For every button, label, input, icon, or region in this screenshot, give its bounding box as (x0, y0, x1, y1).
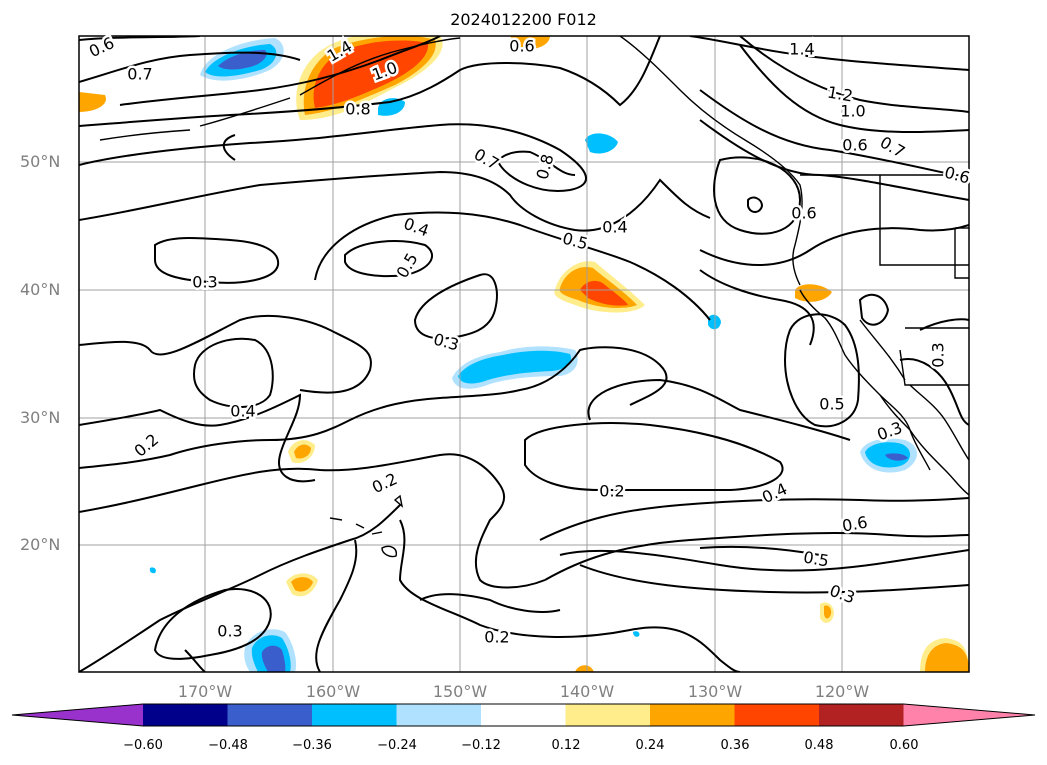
contour-label: 0.4 (230, 402, 255, 421)
contour-label: 0.7 (471, 145, 503, 174)
contour-label: 0.2 (484, 628, 509, 647)
lon-label-160w: 160°W (305, 682, 361, 701)
contour-label-halo: 0.2 (599, 482, 624, 501)
colorbar-tick: 0.48 (804, 738, 834, 753)
contour-label: 0.6 (509, 37, 534, 56)
lon-label-120w: 120°W (814, 682, 870, 701)
contour-label: 0.8 (345, 100, 370, 119)
lat-label-40n: 40°N (20, 280, 61, 299)
colorbar-extend-high (903, 704, 1035, 726)
colorbar-segment (650, 704, 735, 726)
lat-label-20n: 20°N (20, 535, 61, 554)
colorbar-tick: −0.24 (377, 738, 417, 753)
contour-label: 0.2 (369, 469, 400, 497)
contour-label-halo: 0.6 (509, 37, 534, 56)
colorbar-tick: −0.12 (461, 738, 501, 753)
contour-label: 0.3 (217, 622, 242, 641)
colorbar-segment (565, 704, 650, 726)
colorbar-tick: 0.24 (635, 738, 665, 753)
contour-label-halo: 0.4 (602, 218, 627, 237)
contour-label: 0.2 (131, 430, 163, 461)
colorbar-tick: 0.12 (551, 738, 581, 753)
contour-label: 0.5 (561, 229, 591, 254)
contour-label: 0.6 (791, 204, 816, 223)
contour-label-halo: 1.0 (840, 102, 865, 121)
colorbar-tick: 0.36 (720, 738, 750, 753)
contour-label-halo: 0.4 (230, 402, 255, 421)
colorbar-tick: −0.60 (123, 738, 163, 753)
plot-frame (78, 35, 970, 673)
contour-label: 0.5 (802, 547, 830, 570)
colorbar-outline (11, 703, 1036, 727)
contour-label: 1.4 (789, 40, 814, 59)
contour-label-halo: 0.3 (929, 342, 948, 367)
contour-label: 0.7 (877, 133, 909, 162)
map-gridlines (79, 36, 969, 672)
colorbar-segment (227, 704, 312, 726)
contour-label: 0.4 (759, 479, 790, 507)
contour-label: 0.6 (943, 163, 973, 188)
contour-label: 1.0 (840, 102, 865, 121)
contour-label: 0.3 (827, 581, 857, 608)
lon-label-170w: 170°W (177, 682, 233, 701)
contour-label-halo: 0.3 (192, 273, 217, 292)
contour-label: 0.4 (602, 218, 627, 237)
colorbar-extend-low (12, 704, 143, 726)
colorbar-segment (396, 704, 481, 726)
lon-label-140w: 140°W (559, 682, 615, 701)
contour-label: 0.3 (192, 273, 217, 292)
contour-label-halo: 0.5 (819, 395, 844, 414)
lat-label-50n: 50°N (20, 152, 61, 171)
contour-label: 0.6 (841, 512, 869, 535)
contour-label: 0.8 (533, 152, 558, 182)
colorbar (11, 703, 1036, 727)
contour-label-halo: 1.4 (789, 40, 814, 59)
contour-label-halo: 0.3 (217, 622, 242, 641)
lon-label-130w: 130°W (687, 682, 743, 701)
colorbar-tick: −0.36 (292, 738, 332, 753)
colorbar-segment (143, 704, 228, 726)
contour-label: 1.2 (826, 82, 854, 105)
coastlines (99, 36, 969, 558)
contour-label: 0.7 (127, 65, 152, 84)
contour-label: 0.4 (401, 214, 431, 241)
contour-label: 0.5 (819, 395, 844, 414)
colorbar-tick: 0.60 (889, 738, 919, 753)
contour-label: 0.2 (599, 482, 624, 501)
contour-label-halo: 0.2 (484, 628, 509, 647)
contour-label: 0.3 (929, 342, 948, 367)
contour-label-halo: 1.2 (826, 82, 854, 105)
lon-label-150w: 150°W (432, 682, 488, 701)
colorbar-segment (312, 704, 397, 726)
colorbar-segment (819, 704, 904, 726)
contour-label: 0.6 (842, 136, 867, 155)
contour-label-halo: 0.6 (842, 136, 867, 155)
anomaly-shading (79, 36, 969, 672)
colorbar-segment (481, 704, 566, 726)
lat-label-30n: 30°N (20, 408, 61, 427)
colorbar-tick: −0.48 (208, 738, 248, 753)
contour-label: 0.3 (432, 330, 462, 355)
contour-label-halo: 0.8 (345, 100, 370, 119)
contour-label-halo: 0.7 (127, 65, 152, 84)
map-title: 2024012200 F012 (450, 10, 597, 29)
colorbar-segment (734, 704, 819, 726)
contour-label-halo: 0.6 (791, 204, 816, 223)
